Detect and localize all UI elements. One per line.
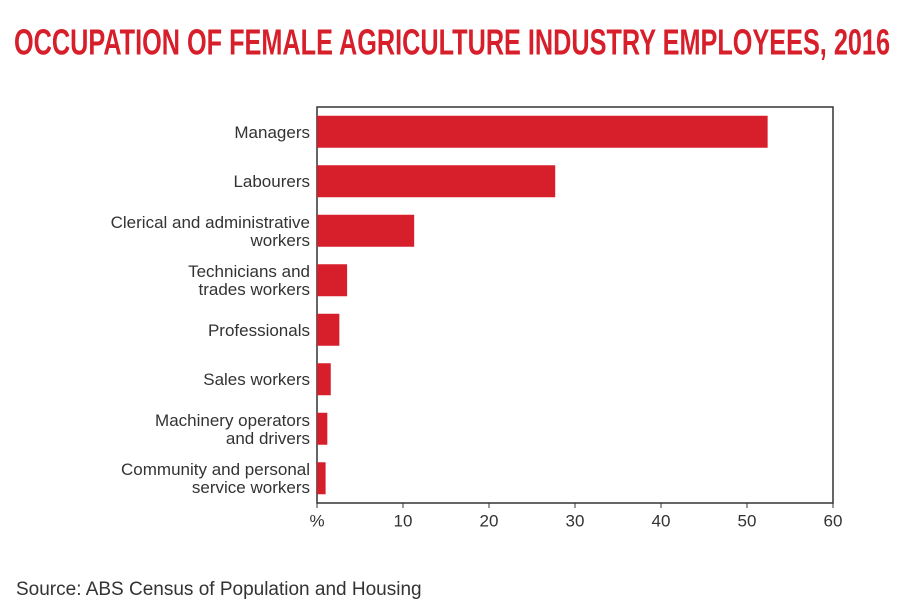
y-tick-label: Managers <box>234 122 310 142</box>
bar <box>317 214 415 247</box>
y-tick-label: Community and personal service workers <box>121 460 310 498</box>
bar <box>317 264 348 297</box>
source-note: Source: ABS Census of Population and Hou… <box>16 579 422 600</box>
x-tick-label: 20 <box>480 511 499 530</box>
x-tick-label: % <box>309 511 324 530</box>
y-tick-label: Technicians and trades workers <box>188 262 310 300</box>
bar <box>317 115 768 148</box>
y-tick-label: Machinery operators and drivers <box>155 410 310 448</box>
x-tick-label: 50 <box>738 511 757 530</box>
bar <box>317 412 328 445</box>
bar <box>317 462 326 495</box>
x-tick-label: 30 <box>566 511 585 530</box>
bar <box>317 165 556 198</box>
chart-title: OCCUPATION OF FEMALE AGRICULTURE INDUSTR… <box>14 22 890 63</box>
y-tick-label: Professionals <box>207 320 310 340</box>
x-tick-label: 60 <box>824 511 843 530</box>
bar <box>317 313 340 346</box>
y-tick-label: Labourers <box>233 172 310 192</box>
y-tick-label: Clerical and administrative workers <box>110 212 310 250</box>
y-tick-label: Sales workers <box>203 370 310 390</box>
bar <box>317 363 331 396</box>
x-tick-label: 40 <box>652 511 671 530</box>
x-tick-label: 10 <box>394 511 413 530</box>
